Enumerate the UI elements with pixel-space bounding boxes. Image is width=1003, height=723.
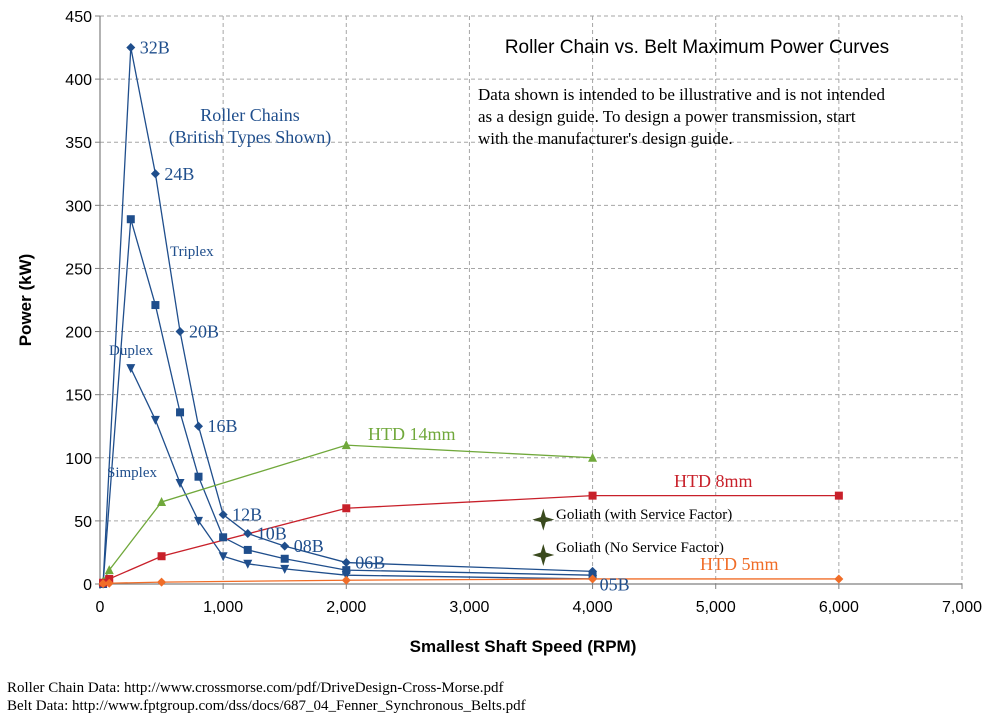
triplex-label: Triplex <box>170 244 214 260</box>
duplex-point <box>175 479 185 489</box>
y-tick-label: 0 <box>83 577 92 594</box>
htd-14mm-label: HTD 14mm <box>368 424 456 444</box>
duplex-label: Duplex <box>109 343 154 359</box>
goliath-no-service-factor-label: Goliath (No Service Factor) <box>556 540 724 556</box>
chain-series-1-point <box>218 510 228 520</box>
htd-8mm-point <box>834 491 843 500</box>
x-tick-label: 6,000 <box>819 599 859 616</box>
chain-series-1-point <box>243 529 253 539</box>
goliath-with-service-factor-label: Goliath (with Service Factor) <box>556 507 732 523</box>
chain-series-1-point <box>341 558 351 568</box>
y-tick-label: 150 <box>65 388 92 405</box>
triplex-point <box>243 545 252 554</box>
chain-size-label-10b: 10B <box>257 524 287 544</box>
triplex-point <box>194 472 203 481</box>
htd-8mm-point <box>588 491 597 500</box>
triplex-point <box>342 566 351 575</box>
x-tick-label: 3,000 <box>449 599 489 616</box>
htd-14mm-point <box>104 565 114 575</box>
chain-size-label-16b: 16B <box>208 416 238 436</box>
chain-size-label-06b: 06B <box>355 553 385 573</box>
grid <box>100 15 963 584</box>
htd-5mm-point <box>104 578 114 588</box>
x-tick-label: 7,000 <box>942 599 982 616</box>
htd-5mm-point <box>341 575 351 585</box>
y-tick-label: 300 <box>65 198 92 215</box>
y-tick-label: 100 <box>65 451 92 468</box>
chain-size-label-24b: 24B <box>164 164 194 184</box>
x-axis-ticks: 0 1,000 2,000 3,000 4,000 5,000 6,000 7,000 <box>96 584 982 616</box>
y-tick-label: 50 <box>74 514 92 531</box>
htd-5mm-point <box>588 574 598 584</box>
htd-5mm-point <box>834 574 844 584</box>
y-tick-label: 450 <box>65 9 92 26</box>
goliath-with-service-factor-point <box>532 508 555 531</box>
chain-series-1-point <box>150 169 160 179</box>
x-tick-label: 5,000 <box>696 599 736 616</box>
disclaimer-line-1: Data shown is intended to be illustrativ… <box>478 85 885 104</box>
roller-chain-data-source: Roller Chain Data: http://www.crossmorse… <box>7 680 504 696</box>
chain-size-label-08b: 08B <box>294 536 324 556</box>
triplex-point <box>280 554 289 563</box>
simplex-label: Simplex <box>107 465 158 481</box>
triplex-point <box>219 533 228 542</box>
series-markers <box>98 43 844 589</box>
chain-series-1-line <box>102 47 593 585</box>
british-types-label: (British Types Shown) <box>169 127 331 148</box>
duplex-point <box>243 559 253 569</box>
htd-14mm-point <box>588 452 598 462</box>
y-axis-title: Power (kW) <box>16 254 35 347</box>
htd-5mm-line <box>103 578 839 585</box>
chart: 0 50 100 150 200 250 300 350 400 450 0 1,000 2,000 3… <box>16 9 982 656</box>
htd-14mm-point <box>341 440 351 450</box>
x-axis-title: Smallest Shaft Speed (RPM) <box>410 637 637 656</box>
plot-frame <box>99 16 962 585</box>
x-tick-label: 4,000 <box>573 599 613 616</box>
chain-series-1-point <box>126 43 136 53</box>
disclaimer-line-3: with the manufacturer's design guide. <box>478 129 733 148</box>
y-tick-label: 400 <box>65 72 92 89</box>
htd-5mm-label: HTD 5mm <box>700 554 779 574</box>
chain-series-1-point <box>280 541 290 551</box>
chain-series-1-point <box>194 421 204 431</box>
y-tick-label: 200 <box>65 325 92 342</box>
duplex-point <box>218 552 228 562</box>
triplex-point <box>126 215 135 224</box>
chain-size-label-12b: 12B <box>232 505 262 525</box>
belt-data-source: Belt Data: http://www.fptgroup.com/dss/d… <box>7 698 526 714</box>
chain-size-label-20b: 20B <box>189 322 219 342</box>
htd-5mm-point <box>157 577 167 587</box>
triplex-point <box>151 301 160 310</box>
htd-8mm-point <box>342 504 351 513</box>
roller-chains-label: Roller Chains <box>200 105 300 125</box>
goliath-no-service-factor-point <box>532 543 555 566</box>
htd-8mm-label: HTD 8mm <box>674 471 753 491</box>
htd-8mm-point <box>157 552 166 561</box>
disclaimer-line-2: as a design guide. To design a power tra… <box>478 107 856 126</box>
duplex-point <box>194 516 204 526</box>
chain-series-1-point <box>175 327 185 337</box>
htd-14mm-point <box>157 496 167 506</box>
chain-size-label-32b: 32B <box>140 38 170 58</box>
triplex-line <box>102 219 593 585</box>
x-tick-label: 2,000 <box>326 599 366 616</box>
htd-5mm-point <box>98 579 108 589</box>
y-tick-label: 250 <box>65 261 92 278</box>
y-tick-label: 350 <box>65 135 92 152</box>
chart-title: Roller Chain vs. Belt Maximum Power Curv… <box>505 37 889 58</box>
triplex-point <box>176 408 185 417</box>
duplex-point <box>341 571 351 581</box>
x-tick-label: 1,000 <box>203 599 243 616</box>
y-axis-ticks: 0 50 100 150 200 250 300 350 400 450 <box>65 9 100 594</box>
duplex-point <box>280 564 290 574</box>
duplex-point <box>126 364 136 374</box>
x-tick-label: 0 <box>96 599 105 616</box>
duplex-point <box>150 415 160 425</box>
chain-size-label-05b: 05B <box>600 574 630 594</box>
